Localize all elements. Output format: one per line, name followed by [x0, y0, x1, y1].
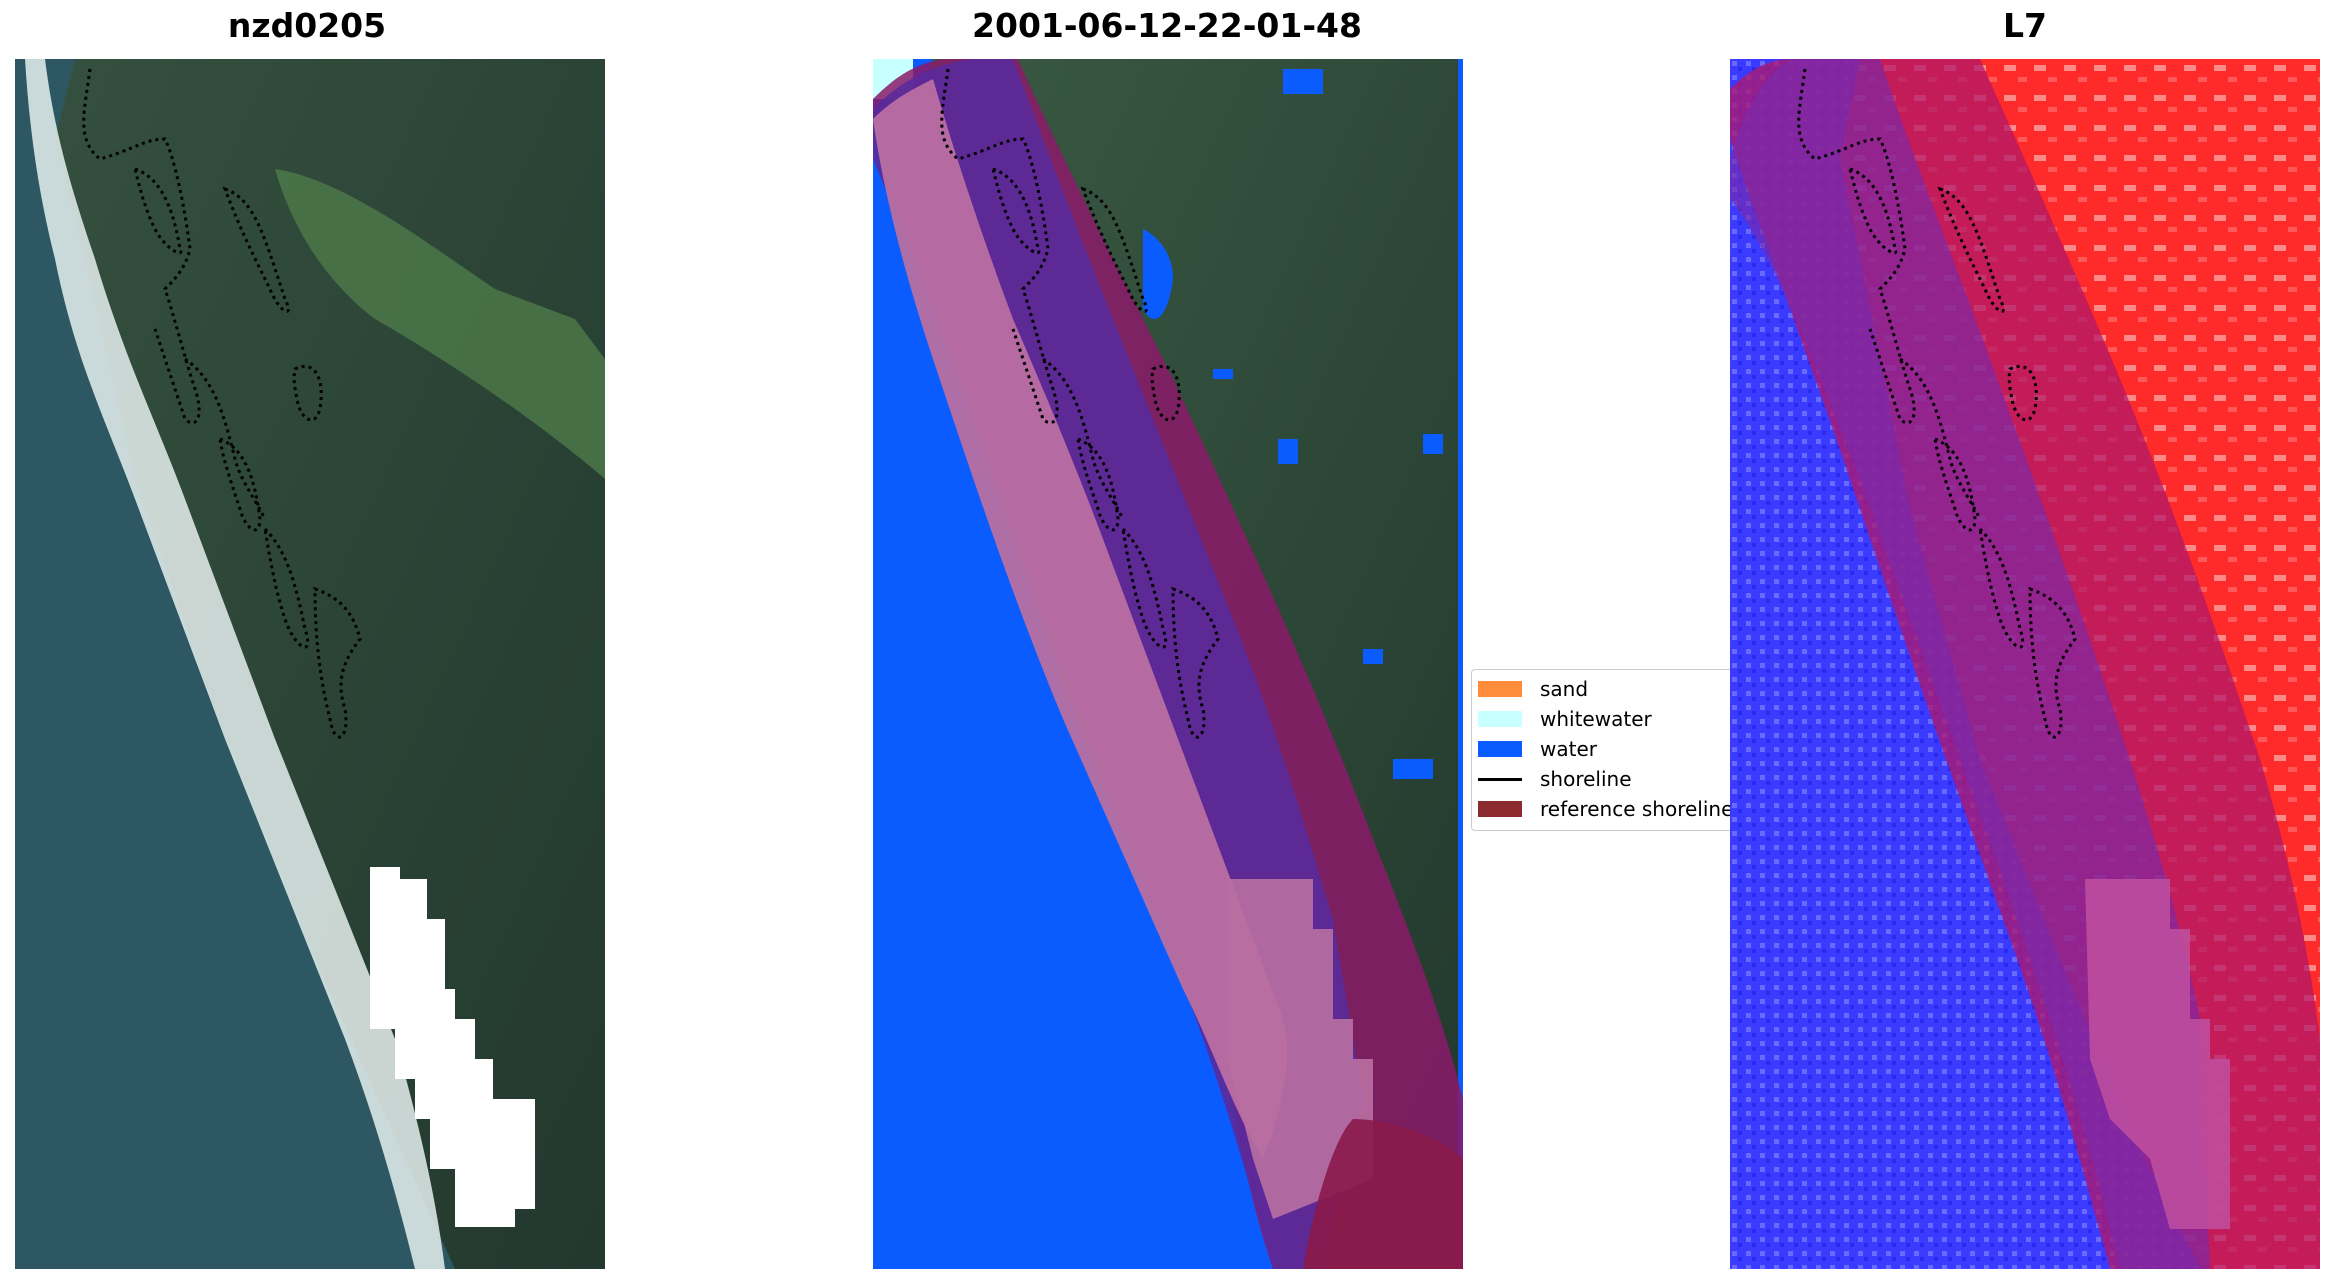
masked-region: [1228, 879, 1373, 1219]
classified-image-panel: [873, 59, 1463, 1269]
panel-title-date: 2001-06-12-22-01-48: [972, 6, 1362, 45]
legend-label-shoreline: shoreline: [1540, 767, 1632, 791]
legend-label-water: water: [1540, 737, 1597, 761]
inland-water-patches: [1143, 69, 1443, 779]
legend-label-reference-shoreline: reference shoreline: [1540, 797, 1734, 821]
legend-swatch-reference-shoreline: [1478, 801, 1522, 817]
shoreline-contours: [1797, 68, 2077, 739]
water-edge: [1458, 59, 1463, 1269]
panel-title-satellite: L7: [2003, 6, 2047, 45]
legend-label-sand: sand: [1540, 677, 1589, 701]
legend-item-whitewater: whitewater: [1478, 707, 1652, 731]
index-image: [1730, 59, 2320, 1269]
green-vegetation-patch: [275, 169, 605, 479]
index-image-panel: [1730, 59, 2320, 1269]
cloud-mask: [370, 867, 535, 1227]
legend: sand whitewater water shoreline referenc…: [1471, 669, 1736, 831]
legend-swatch-shoreline: [1478, 777, 1522, 781]
masked-region: [2085, 879, 2230, 1229]
lower-reference-cap: [1303, 1119, 1463, 1269]
rgb-image-panel: [15, 59, 605, 1269]
legend-swatch-sand: [1478, 681, 1522, 697]
shoreline-contours: [940, 68, 1220, 739]
legend-item-sand: sand: [1478, 677, 1589, 701]
shoreline-contours: [82, 68, 362, 739]
legend-item-reference-shoreline: reference shoreline: [1478, 797, 1734, 821]
legend-swatch-whitewater: [1478, 711, 1522, 727]
legend-item-water: water: [1478, 737, 1597, 761]
legend-item-shoreline: shoreline: [1478, 767, 1632, 791]
classified-sand-band: [873, 79, 1287, 1159]
rgb-image: [15, 59, 605, 1269]
panel-title-rgb: nzd0205: [227, 6, 387, 45]
legend-label-whitewater: whitewater: [1540, 707, 1652, 731]
legend-swatch-water: [1478, 741, 1522, 757]
surf-zone: [25, 59, 445, 1269]
classified-image: [873, 59, 1463, 1269]
